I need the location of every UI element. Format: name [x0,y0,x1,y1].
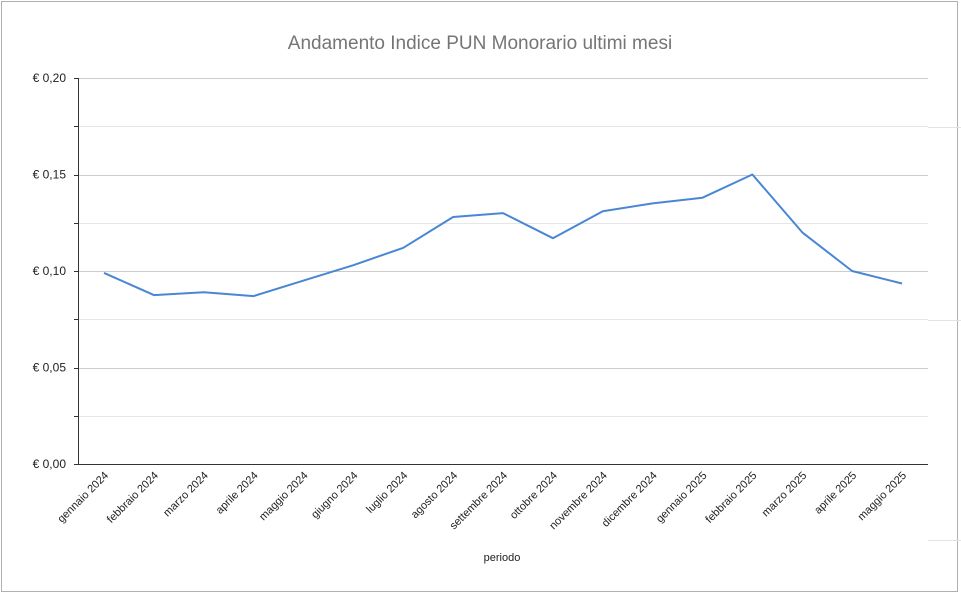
data-point [551,236,555,240]
gridlines [78,78,928,417]
x-tick-label: marzo 2025 [760,470,810,520]
data-point [102,271,106,275]
y-tick-label: € 0,00 [33,457,67,471]
x-tick-label: giugno 2024 [309,470,360,521]
x-tick-label: luglio 2024 [364,470,410,516]
x-axis-label: periodo [484,552,521,564]
chart-title: Andamento Indice PUN Monorario ultimi me… [288,33,672,54]
x-tick-label: ottobre 2024 [508,470,560,522]
data-point [252,294,256,298]
y-tick-label: € 0,05 [33,361,67,375]
x-tick-label: marzo 2024 [161,470,211,520]
series-line [103,173,903,298]
data-point [800,230,804,234]
data-point [451,215,455,219]
data-point [900,282,904,286]
data-point [601,209,605,213]
y-axis-ticks: € 0,00 € 0,05 € 0,10 € 0,15 € 0,20 [33,71,67,471]
sheet-gridline [928,320,961,321]
x-tick-label: febbraio 2025 [703,470,759,526]
x-tick-label: agosto 2024 [409,470,460,521]
x-tick-label: febbraio 2024 [105,470,161,526]
x-tick-label: gennaio 2025 [654,470,710,526]
data-point [302,279,306,283]
data-point [351,263,355,267]
data-point [701,196,705,200]
data-point [750,173,754,177]
data-point [501,211,505,215]
sheet-gridline [928,540,961,541]
data-point [401,246,405,250]
y-tick-label: € 0,10 [33,264,67,278]
data-point [651,201,655,205]
data-point [152,293,156,297]
x-tick-label: aprile 2024 [214,470,261,517]
y-tick-label: € 0,20 [33,71,67,85]
y-tick-label: € 0,15 [33,168,67,182]
x-tick-label: maggio 2024 [257,470,310,523]
axes [74,78,928,465]
series-points [102,173,904,299]
x-tick-label: gennaio 2024 [55,470,111,526]
x-tick-label: aprile 2025 [812,470,859,517]
data-point [850,269,854,273]
x-tick-label: maggio 2025 [856,470,909,523]
sheet-gridline [928,127,961,128]
data-point [202,290,206,294]
